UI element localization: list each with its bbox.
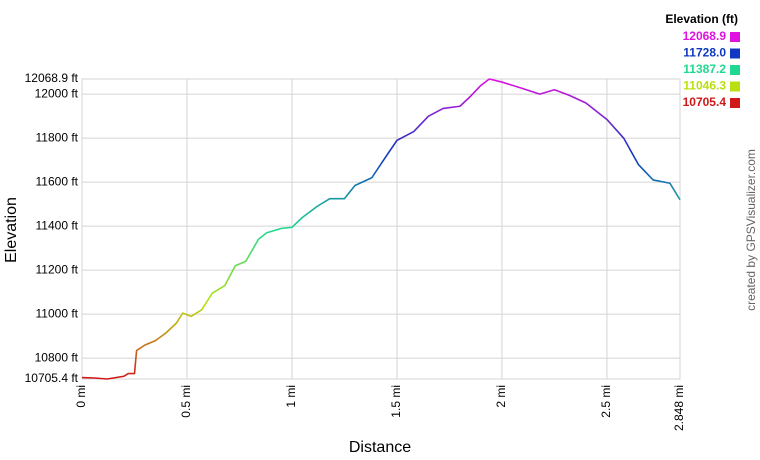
legend-label: 11046.3 — [683, 79, 726, 93]
x-tick-label: 1.5 mi — [389, 385, 403, 418]
y-tick-label: 12068.9 ft — [25, 71, 79, 85]
y-tick-label: 11200 ft — [36, 262, 79, 276]
x-tick-label: 2.848 mi — [672, 385, 686, 431]
x-tick-label: 1 mi — [284, 385, 298, 408]
legend-swatch — [730, 32, 740, 42]
legend-swatch — [730, 81, 740, 92]
y-tick-label: 11400 ft — [36, 218, 79, 232]
legend-swatch — [730, 48, 740, 59]
y-tick-label: 11000 ft — [36, 306, 79, 320]
x-tick-label: 2 mi — [494, 385, 508, 408]
legend-label: 11387.2 — [683, 62, 726, 76]
elevation-line — [81, 78, 681, 380]
x-tick-label: 2.5 mi — [599, 385, 613, 418]
y-tick-label: 11600 ft — [36, 174, 79, 188]
y-tick-label: 10800 ft — [35, 350, 79, 364]
legend-label: 12068.9 — [683, 29, 727, 43]
legend-label: 11728.0 — [683, 46, 726, 60]
plot-frame — [81, 78, 681, 380]
y-axis-title: Elevation — [3, 197, 20, 263]
y-tick-label: 12000 ft — [35, 86, 79, 100]
y-tick-label: 10705.4 ft — [25, 371, 79, 385]
x-tick-label: 0 mi — [74, 385, 88, 408]
x-axis-title: Distance — [349, 439, 411, 456]
y-tick-label: 11800 ft — [36, 130, 79, 144]
credit: created by GPSVisualizer.com — [744, 149, 758, 311]
legend-swatch — [730, 98, 740, 108]
legend-swatch — [730, 65, 740, 75]
legend-label: 10705.4 — [683, 95, 727, 109]
legend-title: Elevation (ft) — [665, 12, 738, 26]
x-tick-label: 0.5 mi — [179, 385, 193, 418]
